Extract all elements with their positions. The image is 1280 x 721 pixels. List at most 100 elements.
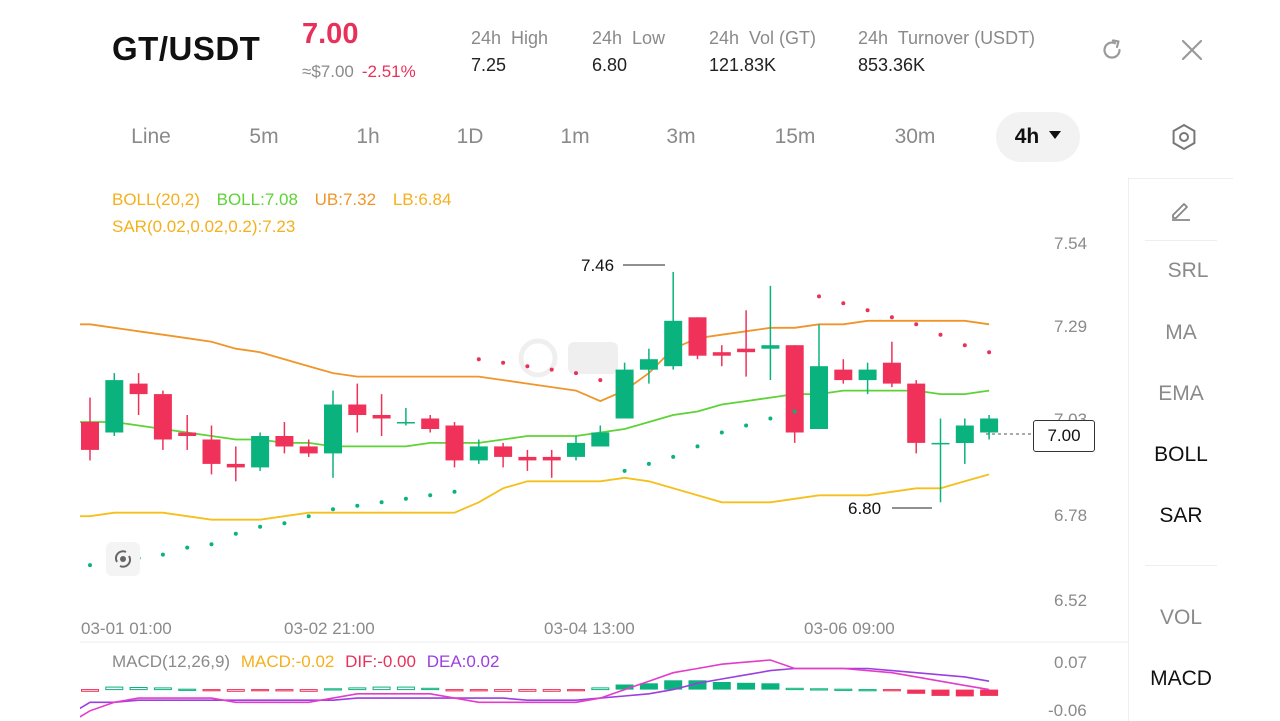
price-markers	[623, 264, 1032, 509]
pair-title: GT/USDT	[112, 30, 261, 67]
price-tick: 6.52	[1054, 591, 1088, 610]
stat-label: 24h Turnover (USDT)	[858, 28, 1036, 48]
candle-body	[712, 352, 731, 356]
sar-dot	[841, 301, 846, 306]
tab-30m[interactable]: 30m	[894, 125, 936, 148]
tab-3m[interactable]: 3m	[666, 125, 696, 148]
macd-bar	[81, 689, 99, 692]
candle-body	[664, 320, 683, 367]
caret-down-icon	[1049, 131, 1062, 140]
macd-bar	[324, 688, 342, 691]
refresh-icon	[1103, 39, 1121, 59]
macd-pane	[80, 659, 999, 718]
indicator-sar[interactable]: SAR	[1159, 504, 1203, 527]
candle-body	[469, 446, 488, 461]
low-marker-label: 6.80	[848, 499, 882, 518]
time-tick: 03-02 21:00	[284, 619, 375, 638]
refresh-button[interactable]	[1094, 32, 1130, 68]
time-tick: 03-01 01:00	[81, 619, 172, 638]
candle-body	[518, 456, 537, 461]
stat-value: 6.80	[592, 55, 628, 75]
tab-5m[interactable]: 5m	[249, 125, 279, 148]
sar-dot	[379, 500, 384, 505]
macd-bar	[688, 680, 707, 690]
indicator-menu: SRL MA EMA BOLL SAR VOL MACD	[1128, 178, 1233, 721]
indicator-macd[interactable]: MACD	[1150, 667, 1212, 690]
watermark	[518, 338, 618, 378]
draw-tool-button[interactable]	[1163, 191, 1199, 227]
usd-price: ≈$7.00	[302, 62, 354, 81]
high-marker-label: 7.46	[581, 256, 615, 275]
close-button[interactable]	[1174, 32, 1210, 68]
sar-dot	[282, 521, 287, 526]
macd-bar	[396, 686, 415, 691]
current-price-tag: 7.00	[1033, 420, 1095, 452]
candles	[81, 271, 999, 503]
kline-chart[interactable]: BOLL(20,2) BOLL:7.08 UB:7.32 LB:6.84 SAR…	[80, 178, 1128, 720]
tab-line[interactable]: Line	[131, 125, 171, 148]
tab-15m[interactable]: 15m	[774, 125, 816, 148]
indicator-vol[interactable]: VOL	[1159, 606, 1203, 629]
candle-body	[105, 380, 124, 433]
price-change: -2.51%	[361, 62, 416, 81]
macd-bar	[664, 680, 683, 690]
tab-1m[interactable]: 1m	[560, 125, 590, 148]
candle-body	[421, 418, 440, 429]
macd-bar	[639, 683, 658, 690]
sar-dot	[671, 454, 676, 459]
timeframe-tabs: Line 5m 1h 1D 1m 3m 15m 30m 4h	[0, 112, 1280, 162]
dif-line	[80, 659, 990, 718]
stat-label: 24h High	[471, 28, 549, 48]
candle-body	[858, 369, 877, 381]
bollinger-bands	[80, 319, 990, 521]
sar-dot	[428, 493, 433, 498]
stat-label: 24h Low	[592, 28, 666, 48]
candle-body	[81, 422, 99, 450]
chart-settings-button[interactable]	[1166, 119, 1202, 155]
candle-body	[275, 436, 294, 447]
reset-view-icon	[114, 550, 132, 568]
macd-bar	[834, 688, 853, 691]
macd-bar	[931, 689, 950, 696]
sar-dot	[622, 468, 627, 473]
macd-bar	[737, 682, 756, 690]
candle-body	[639, 359, 658, 370]
macd-bar	[129, 687, 148, 691]
time-tick: 03-06 09:00	[804, 619, 895, 638]
reset-view-button[interactable]	[106, 542, 140, 576]
macd-bar	[882, 689, 901, 692]
candle-body	[178, 432, 197, 436]
kline-canvas	[80, 264, 1128, 718]
macd-bar	[712, 682, 731, 690]
indicator-srl[interactable]: SRL	[1167, 259, 1209, 282]
sar-dot	[768, 416, 773, 421]
sar-dot	[962, 343, 967, 348]
indicator-ma[interactable]: MA	[1165, 321, 1197, 344]
indicator-boll[interactable]: BOLL	[1154, 443, 1208, 466]
sar-dot	[549, 367, 554, 372]
settings-hexagon-icon	[1172, 123, 1196, 151]
macd-bar	[372, 686, 391, 691]
sar-dot	[987, 350, 992, 355]
stat-24h-turnover: 24h Turnover (USDT) 853.36K	[858, 28, 1035, 76]
macd-bar	[445, 689, 464, 692]
tab-4h-label: 4h	[1014, 125, 1040, 148]
macd-bar	[251, 689, 270, 692]
macd-tick: -0.06	[1048, 701, 1087, 720]
macd-params: MACD(12,26,9)	[112, 652, 231, 671]
macd-value: MACD:-0.02	[240, 652, 335, 671]
macd-bar	[785, 687, 804, 691]
candle-body	[810, 366, 828, 429]
stat-24h-high: 24h High 7.25	[471, 28, 548, 76]
indicator-ema[interactable]: EMA	[1158, 382, 1204, 405]
macd-bar	[591, 687, 610, 691]
sar-dot	[817, 294, 821, 299]
tab-4h[interactable]: 4h	[996, 112, 1080, 162]
stat-24h-vol: 24h Vol (GT) 121.83K	[709, 28, 816, 76]
tab-1d[interactable]: 1D	[456, 125, 484, 148]
boll-ub-value: UB:7.32	[314, 190, 377, 209]
macd-bar	[153, 687, 172, 691]
macd-bar	[615, 684, 634, 690]
boll-lower-line	[80, 473, 990, 521]
tab-1h[interactable]: 1h	[356, 125, 380, 148]
